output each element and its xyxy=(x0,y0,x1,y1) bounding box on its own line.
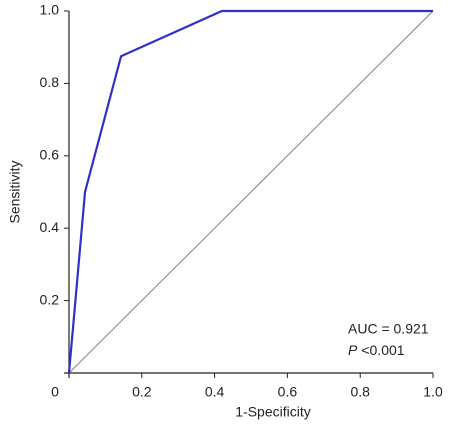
auc-annotation: AUC = 0.921 xyxy=(348,321,429,337)
x-axis-label: 1-Specificity xyxy=(235,404,310,420)
x-tick-label: 0 xyxy=(51,384,59,400)
y-tick-label: 0.6 xyxy=(40,147,60,163)
p-annotation: P <0.001 xyxy=(348,342,405,358)
x-tick-label: 0.8 xyxy=(350,384,370,400)
y-tick-label: 0.8 xyxy=(40,74,60,90)
x-tick-label: 0.2 xyxy=(132,384,152,400)
x-tick-label: 0.6 xyxy=(278,384,298,400)
y-tick-label: 0.4 xyxy=(40,219,60,235)
x-tick-label: 0.4 xyxy=(205,384,225,400)
reference-line xyxy=(68,10,434,374)
y-tick-label: 1.0 xyxy=(40,2,60,18)
roc-curve xyxy=(67,9,433,374)
x-tick-label: 1.0 xyxy=(423,384,443,400)
y-tick-label: 0.2 xyxy=(40,291,60,307)
p-symbol: P xyxy=(348,342,358,358)
y-axis-label: Sensitivity xyxy=(7,160,23,223)
p-value: <0.001 xyxy=(361,342,404,358)
